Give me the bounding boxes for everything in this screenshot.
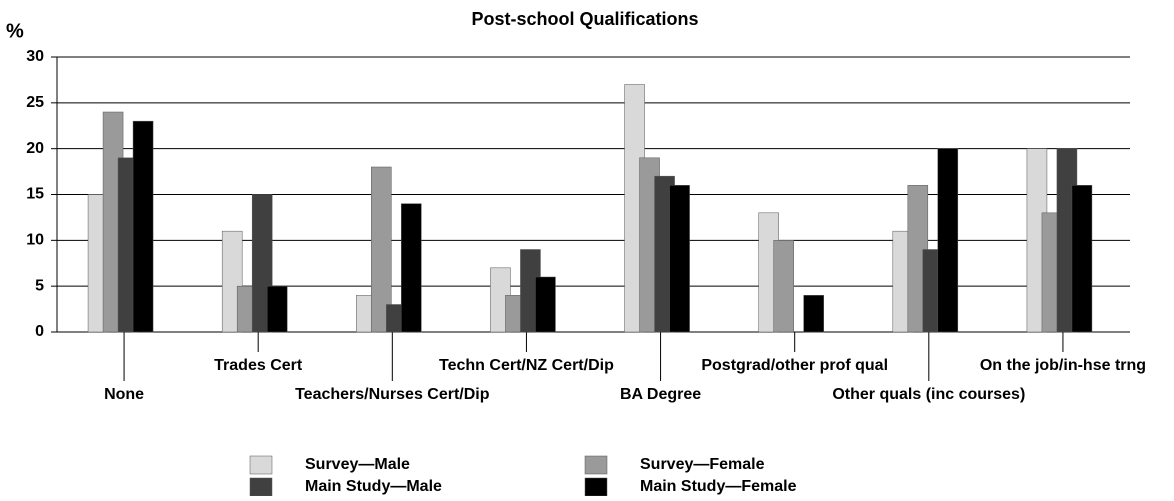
bar bbox=[669, 185, 690, 333]
chart-title: Post-school Qualifications bbox=[471, 9, 698, 29]
y-tick-label: 25 bbox=[26, 94, 44, 111]
bar bbox=[132, 120, 154, 333]
bar bbox=[371, 166, 392, 333]
x-tick-label: None bbox=[104, 386, 144, 403]
y-axis-label: % bbox=[6, 20, 24, 42]
bar bbox=[937, 148, 959, 333]
bar bbox=[1071, 185, 1093, 333]
bar bbox=[803, 295, 824, 333]
legend-label: Main Study—Male bbox=[305, 478, 442, 495]
legend-label: Main Study—Female bbox=[640, 478, 797, 495]
y-tick-label: 15 bbox=[26, 186, 44, 203]
bar bbox=[401, 203, 422, 333]
bar bbox=[266, 285, 288, 333]
legend-swatch bbox=[249, 455, 273, 475]
bar bbox=[773, 240, 794, 333]
legend-label: Survey—Female bbox=[640, 456, 765, 473]
x-tick-label: BA Degree bbox=[620, 386, 701, 403]
x-tick-label: On the job/in-hse trng bbox=[980, 357, 1146, 374]
x-tick-label: Techn Cert/NZ Cert/Dip bbox=[439, 357, 614, 374]
y-tick-label: 30 bbox=[26, 48, 44, 65]
x-tick-label: Trades Cert bbox=[214, 357, 303, 374]
legend-label: Survey—Male bbox=[305, 456, 410, 473]
y-tick-label: 20 bbox=[26, 140, 44, 157]
y-tick-label: 5 bbox=[35, 277, 44, 294]
legend-swatch bbox=[249, 477, 273, 497]
y-tick-label: 0 bbox=[35, 323, 44, 340]
x-tick-label: Other quals (inc courses) bbox=[832, 386, 1025, 403]
y-tick-label: 10 bbox=[26, 232, 44, 249]
x-tick-label: Teachers/Nurses Cert/Dip bbox=[295, 386, 490, 403]
legend-swatch bbox=[584, 477, 608, 497]
bar bbox=[535, 276, 556, 333]
legend-swatch bbox=[584, 455, 608, 475]
x-tick-label: Postgrad/other prof qual bbox=[701, 357, 888, 374]
